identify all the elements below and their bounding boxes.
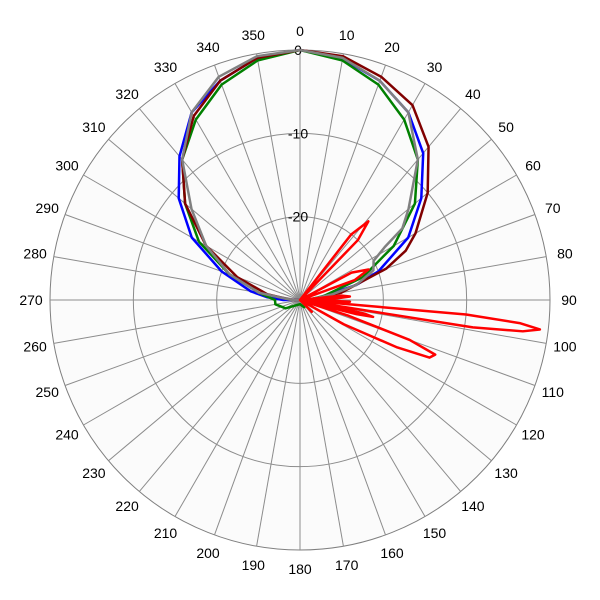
grid-spoke [64,214,301,301]
grid-spoke [174,299,301,517]
angle-tick-label: 180 [288,561,312,577]
angle-tick-label: 270 [19,292,43,308]
grid-spoke [256,53,301,301]
grid-spoke [299,299,426,517]
angle-tick-label: 20 [384,39,400,55]
grid-spoke [299,299,344,547]
angle-tick-label: 220 [115,498,139,514]
angle-tick-label: 350 [242,27,266,43]
angle-tick-label: 340 [196,39,220,55]
grid-spoke [299,108,462,301]
grid-spoke [64,299,301,386]
angle-tick-label: 150 [423,525,447,541]
angle-tick-label: 310 [82,119,106,135]
angle-tick-label: 50 [498,119,514,135]
angle-tick-label: 90 [561,292,577,308]
angle-tick-labels: 0 10 20 30 40 50 60 70 80 90 100 110 120 130 140 150 160… [19,23,577,577]
angle-tick-label: 330 [154,59,178,75]
angle-tick-label: 280 [23,245,47,261]
angle-tick-label: 250 [36,384,60,400]
angle-tick-label: 170 [335,557,359,573]
angle-tick-label: 190 [242,557,266,573]
grid-spoke [214,299,301,536]
angle-tick-label: 60 [525,158,541,174]
grid-spoke [299,299,492,462]
grid-spoke [299,299,386,536]
angle-tick-label: 100 [553,339,577,355]
grid-spoke [256,299,301,547]
angle-tick-label: 160 [380,545,404,561]
angle-tick-label: 110 [542,384,565,400]
grid-spoke [53,299,301,344]
grid-spoke [299,53,344,301]
grid-spoke [108,138,301,301]
series-lines [177,48,542,359]
angle-tick-label: 140 [461,498,485,514]
grid-spoke [108,299,301,462]
series-line-4 [298,220,542,359]
angle-tick-label: 10 [339,27,355,43]
angle-tick-label: 210 [154,525,178,541]
series-line-3 [180,48,420,302]
grid-spoke [299,138,492,301]
angle-tick-label: 80 [557,245,573,261]
angle-tick-label: 260 [23,339,47,355]
angle-tick-label: 200 [196,545,220,561]
angle-tick-label: 290 [36,200,60,216]
grid-spoke [299,64,386,301]
angle-tick-label: 120 [521,427,545,443]
angle-tick-label: 230 [82,465,106,481]
grid-spoke [299,299,536,386]
angle-tick-label: 70 [545,200,561,216]
angle-tick-label: 40 [465,86,481,102]
angle-tick-label: 240 [55,427,79,443]
angle-tick-label: 320 [115,86,139,102]
angle-tick-label: 30 [427,59,443,75]
radial-tick-label: -10 [288,125,308,141]
grid-spoke [214,64,301,301]
grid-spoke [138,299,301,492]
angle-tick-label: 0 [296,23,304,39]
angle-tick-label: 130 [494,465,518,481]
grid-spoke [299,299,462,492]
angle-tick-label: 300 [55,158,79,174]
grid-spoke [138,108,301,301]
grid-spoke [83,299,301,426]
radial-tick-label: -20 [288,209,308,225]
